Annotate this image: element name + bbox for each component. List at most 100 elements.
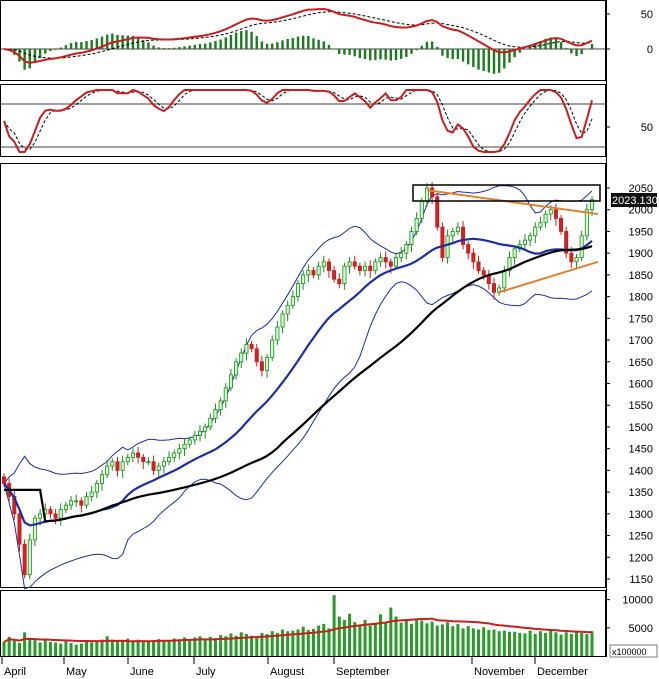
macd-histogram-bar [539,41,542,49]
macd-histogram-bar [358,49,362,59]
macd-histogram-bar [271,43,274,49]
macd-histogram-bar [162,48,166,49]
macd-histogram-bar [229,34,233,49]
volume-bar [152,640,156,656]
macd-histogram-bar [198,44,202,49]
candle [213,403,218,424]
volume-bar [59,643,63,656]
candle [559,214,564,235]
macd-histogram-bar [394,49,398,60]
candle [63,501,68,513]
macd-histogram-bar [467,49,470,65]
candle [574,254,579,270]
month-label: July [196,666,216,678]
macd-histogram-bar [183,46,186,49]
candle [455,222,460,235]
macd-histogram-bar [286,38,289,49]
volume-bar [580,632,584,656]
macd-histogram-bar [369,49,372,61]
volume-bar [131,641,135,656]
candle [290,290,295,309]
candle [105,459,110,479]
month-label: September [336,666,390,678]
macd-histogram-bar [379,49,382,60]
macd-histogram-bar [461,49,465,62]
volume-tick-label: 10000 [622,595,653,607]
candle [161,456,166,474]
volume-bar [203,639,207,656]
volume-bar [394,616,398,656]
macd-histogram-bar [312,38,315,49]
macd-histogram-bar [322,41,325,49]
candle [373,258,378,275]
candle [100,469,105,491]
macd-histogram-bar [265,43,269,49]
macd-histogram-bar [374,49,377,61]
volume-bar [172,638,176,656]
macd-histogram-bar [214,41,217,49]
volume-bar [528,630,532,656]
volume-bar [451,626,455,656]
candle [141,453,146,470]
macd-histogram-bar [549,37,552,49]
macd-histogram-bar [441,49,444,56]
volume-bar [239,632,243,656]
candle [275,320,280,345]
volume-axis: 5000 10000 [606,595,653,635]
month-label: April [4,666,26,678]
macd-tick-label: 0 [647,44,653,56]
candle [79,497,84,513]
candle [172,449,177,463]
volume-bar [162,640,166,656]
candle [352,255,357,270]
macd-histogram-bar [142,40,145,49]
candle [466,241,471,260]
candle [414,212,419,235]
volume-bar [513,631,517,656]
price-tick-label: 1950 [629,226,653,238]
month-axis: April May June July August September November D… [1,657,588,678]
macd-histogram-bar [415,49,418,51]
stochastic-d-line [3,89,593,153]
candle [476,255,481,275]
macd-histogram-bar [389,49,393,61]
bollinger-lower-band [3,281,593,590]
last-price-badge: 2023.130 [611,193,658,207]
volume-bar [105,636,109,656]
candle [440,222,445,263]
candle [383,251,388,268]
volume-bar [554,632,558,656]
candle [218,397,223,416]
macd-histogram-bar [554,38,558,49]
price-tick-label: 1250 [629,531,653,543]
candle [270,335,275,361]
price-tick-label: 2050 [629,183,653,195]
volume-bar [157,639,161,656]
macd-histogram-bar [105,34,109,49]
macd-histogram-bar [240,31,243,49]
macd-histogram-bar [492,49,496,74]
candle [249,340,254,353]
month-label: December [537,666,588,678]
macd-histogram-bar [64,45,68,49]
volume-bar [7,636,11,656]
candle [399,247,404,263]
volume-bar [399,622,403,656]
volume-bar [461,628,465,656]
macd-histogram-bar [405,49,408,57]
candle [409,226,414,252]
price-tick-label: 1600 [629,379,653,391]
macd-tick-label: 50 [641,9,653,21]
candle [311,267,316,279]
volume-bar [502,630,506,656]
bollinger-upper-band [3,185,593,484]
candle [337,273,342,289]
volume-bar [446,622,450,656]
candle [254,343,259,367]
volume-bar [244,634,248,656]
volume-bar [538,631,542,656]
month-label: May [66,666,87,678]
candle [326,258,331,278]
candle [461,221,466,250]
macd-signal-line [3,11,593,59]
